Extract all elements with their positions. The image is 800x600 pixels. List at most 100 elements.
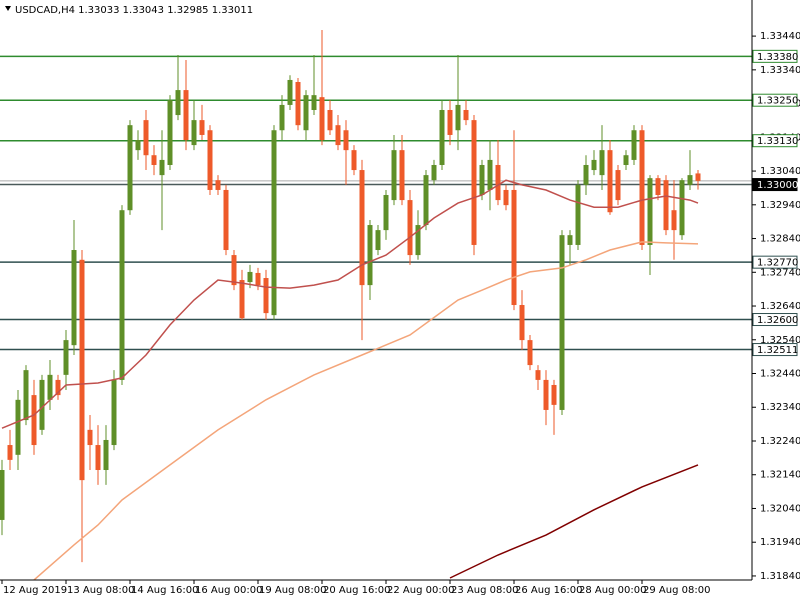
y-tick-label: 1.33040 bbox=[760, 166, 800, 177]
level-label: 1.32511 bbox=[757, 345, 798, 356]
level-label-box bbox=[752, 255, 798, 269]
y-tick-label: 1.33340 bbox=[760, 65, 800, 76]
candle-body bbox=[87, 429, 93, 446]
candle-body bbox=[295, 81, 301, 126]
candle-body bbox=[623, 155, 629, 165]
x-tick-label: 12 Aug 2019 bbox=[3, 585, 67, 596]
plot-area bbox=[0, 30, 752, 580]
candle-body bbox=[207, 130, 213, 190]
x-tick-label: 29 Aug 08:00 bbox=[643, 585, 710, 596]
candle-body bbox=[527, 340, 533, 366]
candle-body bbox=[455, 104, 461, 131]
moving-average bbox=[449, 464, 699, 579]
candle-body bbox=[127, 125, 133, 211]
candle-body bbox=[271, 130, 277, 316]
candle-body bbox=[303, 95, 309, 131]
candle-body bbox=[175, 90, 181, 116]
candle-body bbox=[383, 195, 389, 231]
y-tick-label: 1.32940 bbox=[760, 200, 800, 211]
candle-body bbox=[199, 120, 205, 135]
candle-body bbox=[479, 164, 485, 196]
x-tick-label: 23 Aug 08:00 bbox=[451, 585, 518, 596]
candle-body bbox=[679, 180, 685, 236]
moving-average bbox=[33, 241, 699, 580]
level-label: 1.32600 bbox=[757, 315, 798, 326]
candle-body bbox=[583, 164, 589, 185]
candle-body bbox=[687, 175, 693, 185]
level-label: 1.33250 bbox=[757, 96, 798, 107]
x-tick-label: 14 Aug 16:00 bbox=[131, 585, 198, 596]
level-label: 1.32770 bbox=[757, 258, 798, 269]
candle-body bbox=[567, 235, 573, 245]
chart-title: USDCAD,H4 1.33033 1.33043 1.32985 1.3301… bbox=[15, 5, 253, 16]
candle-body bbox=[47, 374, 53, 400]
level-label-box bbox=[752, 313, 798, 327]
candle-body bbox=[167, 100, 173, 165]
candle-body bbox=[55, 379, 61, 396]
candle-body bbox=[655, 178, 661, 196]
candle-body bbox=[287, 79, 293, 105]
y-tick-label: 1.32240 bbox=[760, 436, 800, 447]
candle-body bbox=[39, 379, 45, 430]
candle-body bbox=[63, 340, 69, 375]
candle-body bbox=[23, 370, 29, 421]
level-label: 1.33130 bbox=[757, 136, 798, 147]
candle-body bbox=[615, 170, 621, 201]
candle-body bbox=[223, 189, 229, 251]
candle-body bbox=[247, 271, 253, 283]
candle-body bbox=[71, 250, 77, 346]
x-tick-label: 28 Aug 00:00 bbox=[579, 585, 646, 596]
y-tick-label: 1.32640 bbox=[760, 301, 800, 312]
candle-body bbox=[599, 150, 605, 176]
candle-body bbox=[399, 150, 405, 201]
candle-body bbox=[231, 255, 237, 286]
candle-body bbox=[495, 164, 501, 201]
candle-body bbox=[255, 272, 261, 286]
candle-body bbox=[447, 109, 453, 135]
x-tick-label: 13 Aug 08:00 bbox=[67, 585, 134, 596]
level-label-box bbox=[752, 134, 798, 148]
candle-body bbox=[671, 210, 677, 231]
level-label: 1.33380 bbox=[757, 52, 798, 63]
candle-body bbox=[319, 97, 325, 141]
candle-body bbox=[695, 173, 701, 181]
candle-body bbox=[607, 150, 613, 213]
candle-body bbox=[647, 178, 653, 245]
candle-body bbox=[423, 175, 429, 226]
candle-body bbox=[519, 305, 525, 341]
candle-body bbox=[551, 384, 557, 405]
candle-body bbox=[559, 235, 565, 410]
candle-body bbox=[95, 445, 101, 471]
candle-body bbox=[463, 109, 469, 121]
candle-body bbox=[543, 379, 549, 410]
candle-body bbox=[151, 155, 157, 165]
candle-body bbox=[263, 278, 269, 314]
candle-body bbox=[183, 90, 189, 141]
level-label-box bbox=[752, 93, 798, 107]
candle-body bbox=[503, 189, 509, 206]
candle-body bbox=[311, 95, 317, 110]
candle-body bbox=[103, 439, 109, 471]
candle-body bbox=[487, 159, 493, 190]
x-tick-label: 20 Aug 16:00 bbox=[323, 585, 390, 596]
candle-body bbox=[351, 150, 357, 171]
candle-body bbox=[191, 120, 197, 146]
candle-body bbox=[439, 109, 445, 165]
candle-body bbox=[591, 159, 597, 171]
x-tick-label: 26 Aug 16:00 bbox=[515, 585, 582, 596]
candle-body bbox=[215, 180, 221, 190]
candle-body bbox=[79, 259, 85, 481]
symbol-menu-icon[interactable] bbox=[5, 6, 11, 11]
candle-body bbox=[327, 109, 333, 131]
y-tick-label: 1.32140 bbox=[760, 470, 800, 481]
y-tick-label: 1.32840 bbox=[760, 234, 800, 245]
candle-body bbox=[15, 399, 21, 455]
candle-body bbox=[535, 370, 541, 380]
y-tick-label: 1.32040 bbox=[760, 503, 800, 514]
candle-body bbox=[471, 120, 477, 245]
y-tick-label: 1.32340 bbox=[760, 402, 800, 413]
y-tick-label: 1.31840 bbox=[760, 571, 800, 582]
candle-body bbox=[31, 395, 37, 446]
candle-body bbox=[111, 379, 117, 446]
